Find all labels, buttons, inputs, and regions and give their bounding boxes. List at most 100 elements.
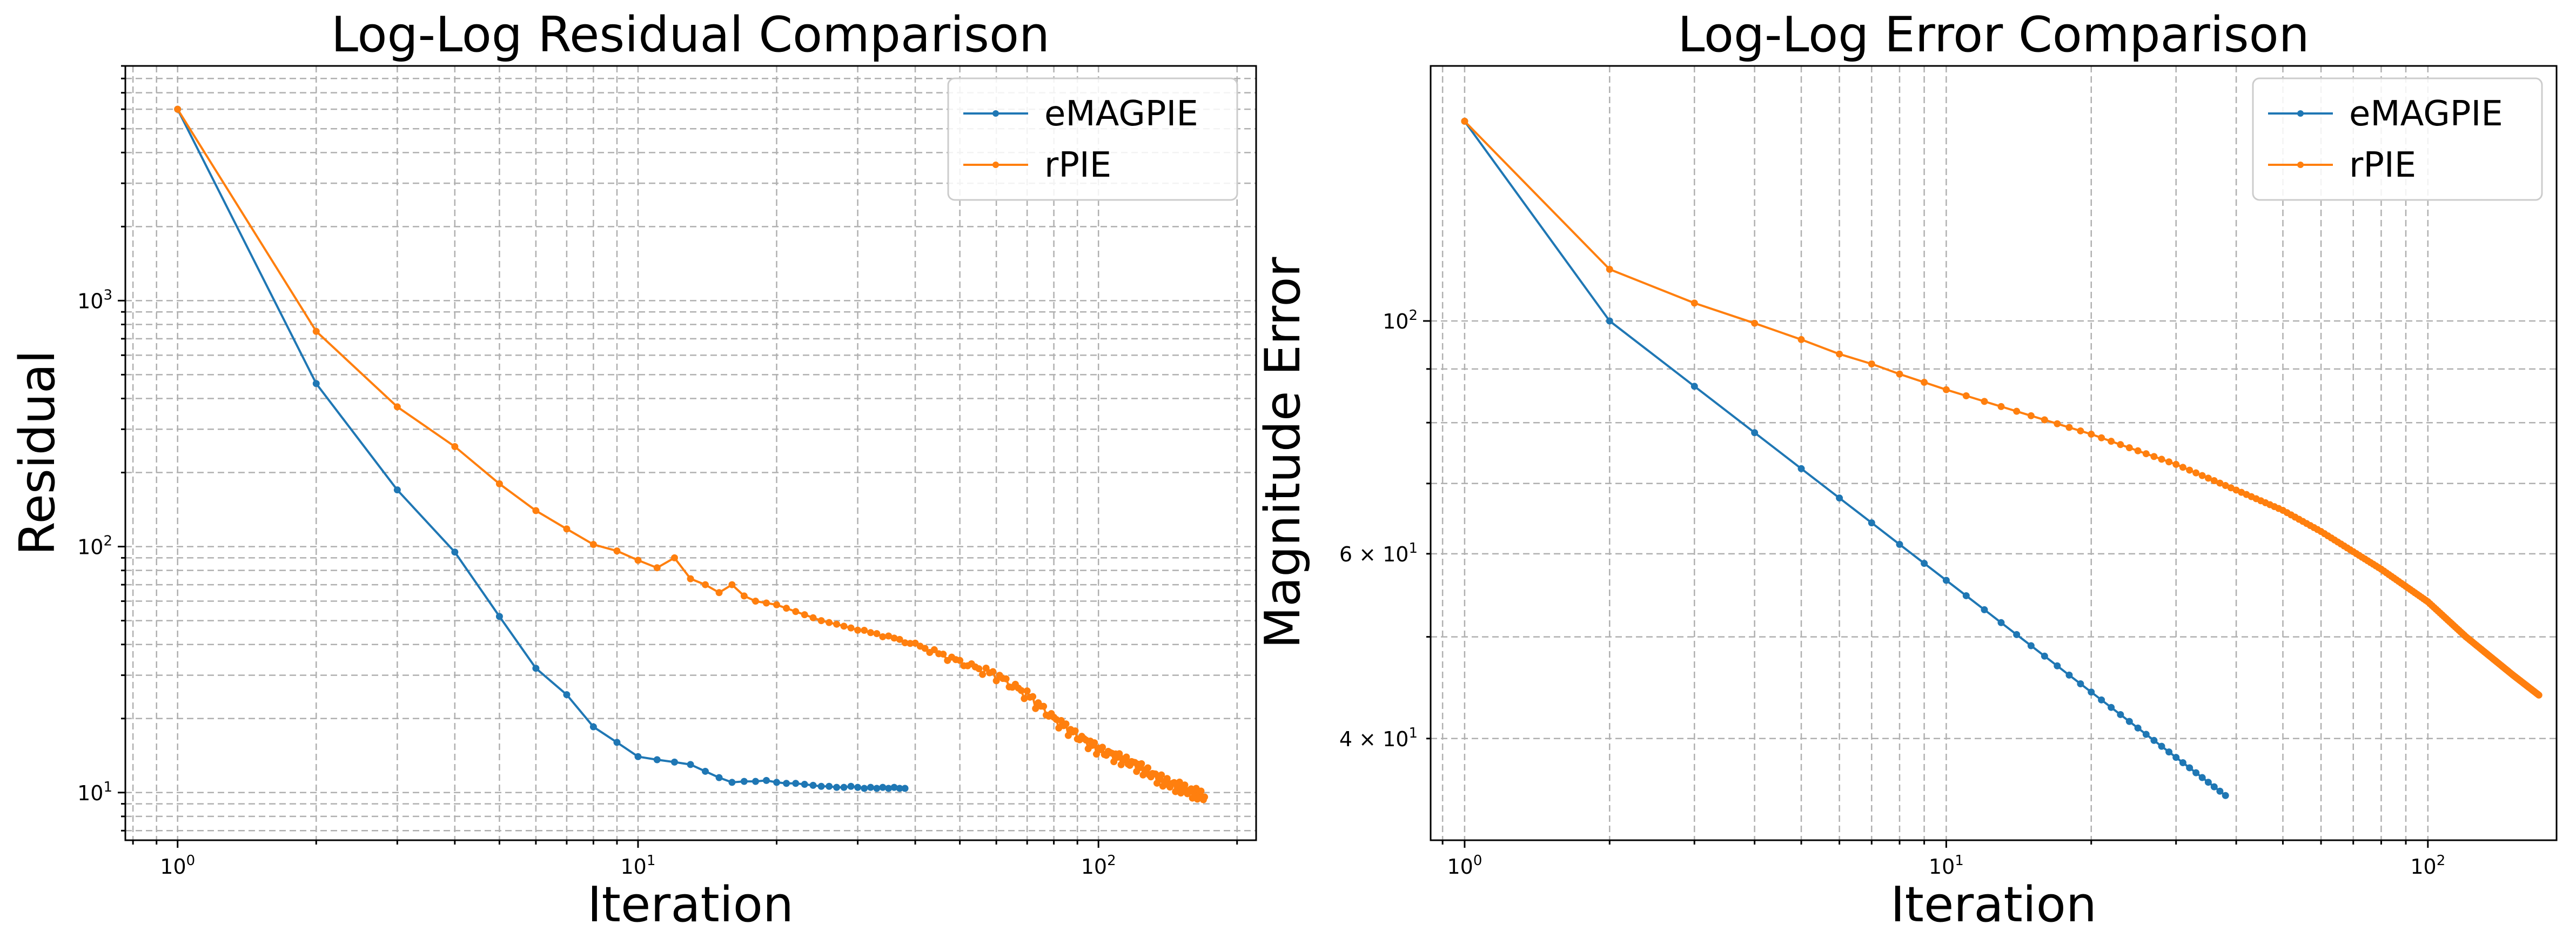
data-point-emagpie (589, 723, 597, 731)
series-line-rpie (177, 109, 1206, 801)
data-point-rpie (1040, 702, 1048, 710)
data-point-rpie (1116, 750, 1123, 758)
data-point-rpie (715, 589, 723, 597)
data-point-emagpie (773, 779, 781, 786)
data-point-rpie (1071, 727, 1079, 735)
data-point-emagpie (2165, 748, 2173, 756)
data-point-rpie (1797, 336, 1805, 343)
plot-frame (124, 65, 1257, 841)
data-point-emagpie (1606, 317, 1613, 325)
data-point-rpie (867, 629, 874, 637)
data-point-emagpie (1797, 465, 1805, 472)
data-point-emagpie (563, 691, 571, 699)
data-point-rpie (2222, 481, 2229, 489)
data-point-rpie (174, 105, 182, 113)
data-point-rpie (1138, 760, 1145, 767)
data-point-rpie (817, 617, 825, 625)
data-point-emagpie (1868, 519, 1875, 527)
y-tick-label: 102 (77, 533, 112, 559)
data-point-emagpie (861, 785, 868, 792)
data-point-rpie (854, 626, 862, 634)
data-point-emagpie (1896, 540, 1903, 548)
data-point-rpie (2535, 691, 2543, 699)
data-point-rpie (1197, 787, 1205, 795)
data-point-rpie (930, 646, 938, 653)
data-point-emagpie (2198, 774, 2206, 781)
data-point-rpie (312, 327, 320, 335)
data-point-rpie (801, 611, 808, 619)
data-point-emagpie (809, 781, 817, 789)
legend-label-emagpie: eMAGPIE (1044, 94, 1198, 134)
data-point-emagpie (1942, 577, 1950, 584)
data-point-rpie (451, 443, 459, 451)
data-point-emagpie (2192, 769, 2200, 776)
data-point-rpie (2108, 438, 2115, 445)
data-point-emagpie (867, 783, 874, 791)
legend: eMAGPIE rPIE (947, 77, 1238, 201)
x-axis-label: Iteration (587, 876, 794, 933)
data-point-rpie (740, 592, 748, 600)
data-point-rpie (2027, 412, 2035, 419)
data-point-rpie (873, 630, 881, 638)
data-point-emagpie (2134, 724, 2142, 732)
x-axis-label: Iteration (1890, 876, 2097, 933)
data-point-emagpie (2027, 642, 2035, 649)
data-point-rpie (2165, 458, 2173, 466)
data-point-emagpie (840, 783, 848, 791)
x-tick-label: 102 (2410, 853, 2445, 879)
data-point-rpie (687, 575, 694, 582)
y-tick-label: 102 (1383, 307, 1418, 333)
data-point-emagpie (634, 753, 642, 760)
data-point-rpie (840, 622, 848, 630)
data-point-emagpie (2041, 652, 2048, 660)
data-point-rpie (670, 554, 678, 561)
data-point-emagpie (2125, 718, 2133, 725)
data-point-emagpie (2216, 787, 2224, 795)
data-point-rpie (2210, 477, 2218, 485)
legend-label-rpie: rPIE (2349, 145, 2416, 185)
data-point-rpie (2172, 460, 2180, 468)
series-line-emagpie (176, 109, 905, 789)
data-point-emagpie (847, 782, 855, 790)
data-point-rpie (613, 547, 621, 555)
data-point-rpie (2216, 479, 2224, 487)
data-point-rpie (2117, 441, 2124, 448)
data-point-rpie (1158, 771, 1165, 779)
data-point-emagpie (763, 776, 770, 784)
data-point-rpie (2134, 447, 2142, 454)
data-point-rpie (2013, 407, 2021, 415)
data-point-emagpie (670, 758, 678, 766)
data-point-rpie (2054, 420, 2061, 427)
data-point-emagpie (901, 785, 909, 792)
residual-chart: Log-Log Residual Comparison 100 101 102 101… (9, 6, 1257, 933)
data-point-emagpie (312, 380, 320, 387)
y-axis-label: Residual (9, 350, 66, 555)
data-point-emagpie (1997, 619, 2005, 626)
data-point-rpie (1176, 778, 1183, 786)
data-point-rpie (847, 624, 855, 632)
legend: eMAGPIE rPIE (2252, 77, 2543, 201)
data-point-emagpie (2150, 736, 2158, 744)
y-tick-label: 4 × 101 (1339, 725, 1418, 751)
data-point-emagpie (451, 548, 459, 556)
error-chart: Log-Log Error Comparison 100 101 102 4 × 10… (1255, 6, 2558, 933)
x-tick-label: 100 (1447, 853, 1482, 879)
data-point-rpie (979, 671, 987, 678)
series-layer (174, 105, 1209, 803)
data-point-rpie (773, 601, 781, 608)
data-point-rpie (634, 557, 642, 564)
data-point-rpie (1751, 319, 1759, 327)
data-point-emagpie (740, 778, 748, 785)
data-point-rpie (833, 620, 841, 628)
data-point-rpie (1461, 117, 1468, 125)
data-point-emagpie (792, 780, 800, 787)
data-point-rpie (1144, 764, 1152, 772)
data-point-rpie (1092, 751, 1100, 758)
data-point-rpie (495, 480, 503, 487)
data-point-rpie (1868, 360, 1875, 368)
data-point-rpie (975, 665, 983, 673)
data-point-rpie (763, 599, 770, 607)
data-point-rpie (1002, 675, 1010, 682)
data-point-rpie (2186, 466, 2193, 474)
y-tick-label: 101 (77, 779, 112, 805)
